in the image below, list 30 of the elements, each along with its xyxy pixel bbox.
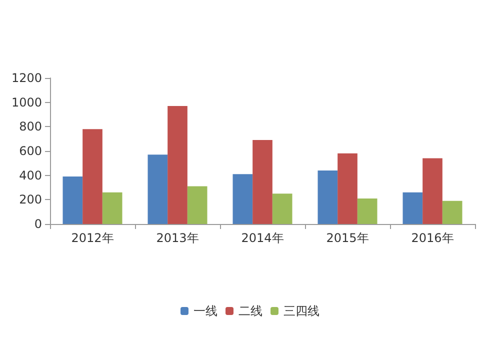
bar xyxy=(168,106,188,224)
y-tick-label: 0 xyxy=(34,217,42,231)
y-tick-label: 800 xyxy=(19,120,42,134)
bar xyxy=(252,140,272,224)
bar xyxy=(148,154,168,224)
y-tick-label: 600 xyxy=(19,144,42,158)
bar xyxy=(422,158,442,224)
bar xyxy=(232,174,253,224)
x-tick-label: 2014年 xyxy=(241,231,284,245)
y-tick-label: 1200 xyxy=(11,71,42,85)
legend-label: 二线 xyxy=(238,304,262,318)
bar xyxy=(62,176,83,224)
x-tick-label: 2016年 xyxy=(411,231,454,245)
x-tick-label: 2013年 xyxy=(156,231,199,245)
y-tick-label: 400 xyxy=(19,168,42,182)
bar xyxy=(272,194,292,224)
legend-label: 三四线 xyxy=(284,304,320,318)
bar xyxy=(318,170,338,224)
bar xyxy=(357,198,378,224)
y-tick-label: 1000 xyxy=(11,95,42,110)
x-tick-label: 2015年 xyxy=(326,231,369,245)
x-tick-label: 2012年 xyxy=(71,231,114,245)
bar xyxy=(338,153,358,224)
bar xyxy=(82,129,102,224)
bar xyxy=(102,192,122,224)
bar xyxy=(442,200,462,224)
y-tick-label: 200 xyxy=(19,192,42,207)
legend-label: 一线 xyxy=(194,304,218,318)
bar xyxy=(187,186,208,224)
bar xyxy=(402,192,423,224)
